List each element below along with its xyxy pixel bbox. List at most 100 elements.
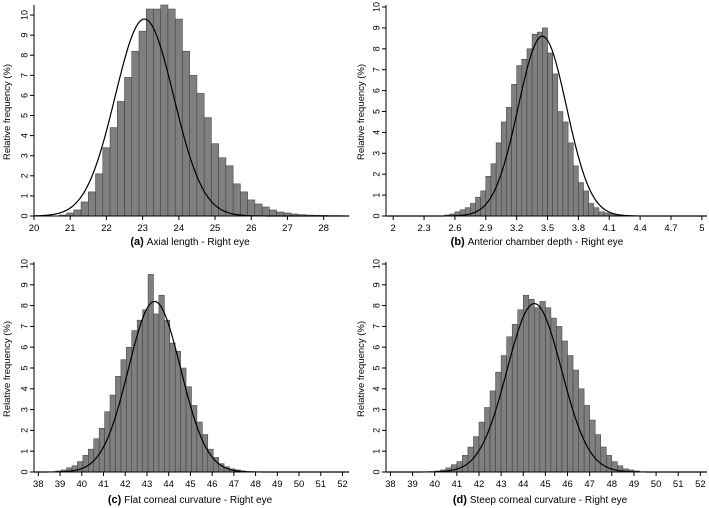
y-tick-label: 0 — [19, 213, 29, 218]
panel-c-ylabel: Relative frequency (%) — [2, 321, 13, 417]
panel-d-caption-text: Steep corneal curvature - Right eye — [470, 495, 628, 506]
histogram-bar — [77, 461, 84, 473]
y-tick-label: 5 — [371, 109, 381, 114]
histogram-bar — [567, 142, 574, 217]
x-tick-label: 28 — [318, 223, 329, 234]
x-tick-label: 50 — [294, 479, 305, 490]
panel-b-caption-letter: (b) — [451, 236, 465, 248]
histogram-bar — [556, 326, 563, 473]
histogram-bar — [80, 201, 89, 217]
x-tick-label: 2.6 — [448, 223, 461, 234]
y-tick-label: 7 — [19, 73, 29, 78]
histogram-bar — [539, 301, 546, 473]
x-tick-label: 24 — [174, 223, 185, 234]
histogram-bar — [109, 394, 116, 473]
histogram-bar — [138, 30, 147, 217]
histogram-bar — [124, 77, 133, 217]
x-tick-label: 48 — [607, 479, 618, 490]
x-tick-label: 49 — [629, 479, 640, 490]
panel-d-bars — [434, 294, 640, 473]
x-tick-label: 2 — [391, 223, 396, 234]
x-tick-label: 2.9 — [479, 223, 492, 234]
x-tick-label: 3.5 — [541, 223, 554, 234]
x-tick-label: 47 — [584, 479, 595, 490]
histogram-bar — [196, 93, 205, 217]
y-tick-label: 3 — [19, 153, 29, 158]
histogram-bar — [247, 199, 256, 217]
panel-a-ylabel: Relative frequency (%) — [2, 64, 13, 160]
histogram-bar — [594, 434, 601, 473]
y-tick-label: 3 — [19, 407, 29, 412]
histogram-bar — [528, 299, 535, 473]
histogram-bar — [485, 176, 492, 217]
panel-a-caption: (a) Axial length - Right eye — [130, 236, 250, 248]
x-tick-label: 39 — [407, 479, 418, 490]
histogram-bar — [573, 165, 579, 217]
x-tick-label: 41 — [452, 479, 463, 490]
histogram-bar — [145, 8, 154, 217]
y-tick-label: 0 — [371, 213, 381, 218]
y-tick-label: 7 — [371, 324, 381, 329]
x-tick-label: 21 — [65, 223, 76, 234]
y-tick-label: 9 — [19, 282, 29, 287]
y-tick-label: 6 — [371, 88, 381, 93]
x-tick-label: 49 — [272, 479, 283, 490]
histogram-bar — [475, 196, 481, 217]
histogram-bar — [593, 207, 600, 217]
histogram-bar — [88, 191, 96, 217]
panel-d-caption-letter: (d) — [453, 494, 467, 506]
y-tick-label: 1 — [371, 193, 381, 198]
y-tick-label: 3 — [371, 407, 381, 412]
histogram-bar — [495, 371, 502, 473]
x-tick-label: 5 — [699, 223, 704, 234]
x-tick-label: 48 — [250, 479, 261, 490]
histogram-bar — [500, 121, 507, 217]
y-tick-label: 4 — [371, 130, 381, 135]
histogram-bar — [489, 390, 496, 473]
y-tick-label: 10 — [371, 259, 381, 269]
y-tick-label: 4 — [19, 386, 29, 391]
histogram-bar — [261, 206, 270, 217]
y-tick-label: 4 — [19, 133, 29, 138]
histogram-bar — [506, 107, 512, 217]
histogram-bar — [531, 33, 538, 217]
histogram-bar — [521, 59, 528, 217]
histogram-bar — [562, 121, 569, 217]
panel-a-caption-text: Axial length - Right eye — [147, 237, 250, 248]
x-tick-label: 26 — [246, 223, 257, 234]
y-tick-label: 5 — [19, 113, 29, 118]
histogram-bar — [606, 455, 613, 473]
x-tick-label: 46 — [562, 479, 573, 490]
y-tick-label: 8 — [19, 303, 29, 308]
panel-a-caption-letter: (a) — [130, 236, 144, 248]
panel-b-caption: (b) Anterior chamber depth - Right eye — [451, 236, 624, 248]
x-tick-label: 44 — [518, 479, 529, 490]
histogram-bar — [516, 65, 523, 217]
x-tick-label: 38 — [385, 479, 396, 490]
histogram-bar — [180, 367, 187, 473]
histogram-bar — [534, 307, 541, 473]
histogram-bar — [158, 294, 165, 473]
x-tick-label: 47 — [229, 479, 240, 490]
y-tick-label: 0 — [371, 469, 381, 474]
y-tick-label: 4 — [371, 386, 381, 391]
y-tick-label: 5 — [371, 365, 381, 370]
y-tick-label: 2 — [19, 428, 29, 433]
histogram-bar — [202, 434, 209, 473]
histogram-bar — [160, 4, 169, 217]
panel-b-caption-text: Anterior chamber depth - Right eye — [468, 237, 624, 248]
panel-c-caption-letter: (c) — [108, 494, 122, 506]
histogram-bar — [240, 191, 248, 217]
y-tick-label: 9 — [371, 282, 381, 287]
histogram-bar — [547, 52, 553, 217]
x-tick-label: 2.3 — [417, 223, 430, 234]
histogram-bar — [189, 75, 198, 217]
histogram-bar — [254, 203, 263, 217]
y-tick-label: 10 — [19, 10, 29, 20]
histogram-bar — [567, 355, 574, 473]
histogram-bar — [583, 190, 589, 217]
